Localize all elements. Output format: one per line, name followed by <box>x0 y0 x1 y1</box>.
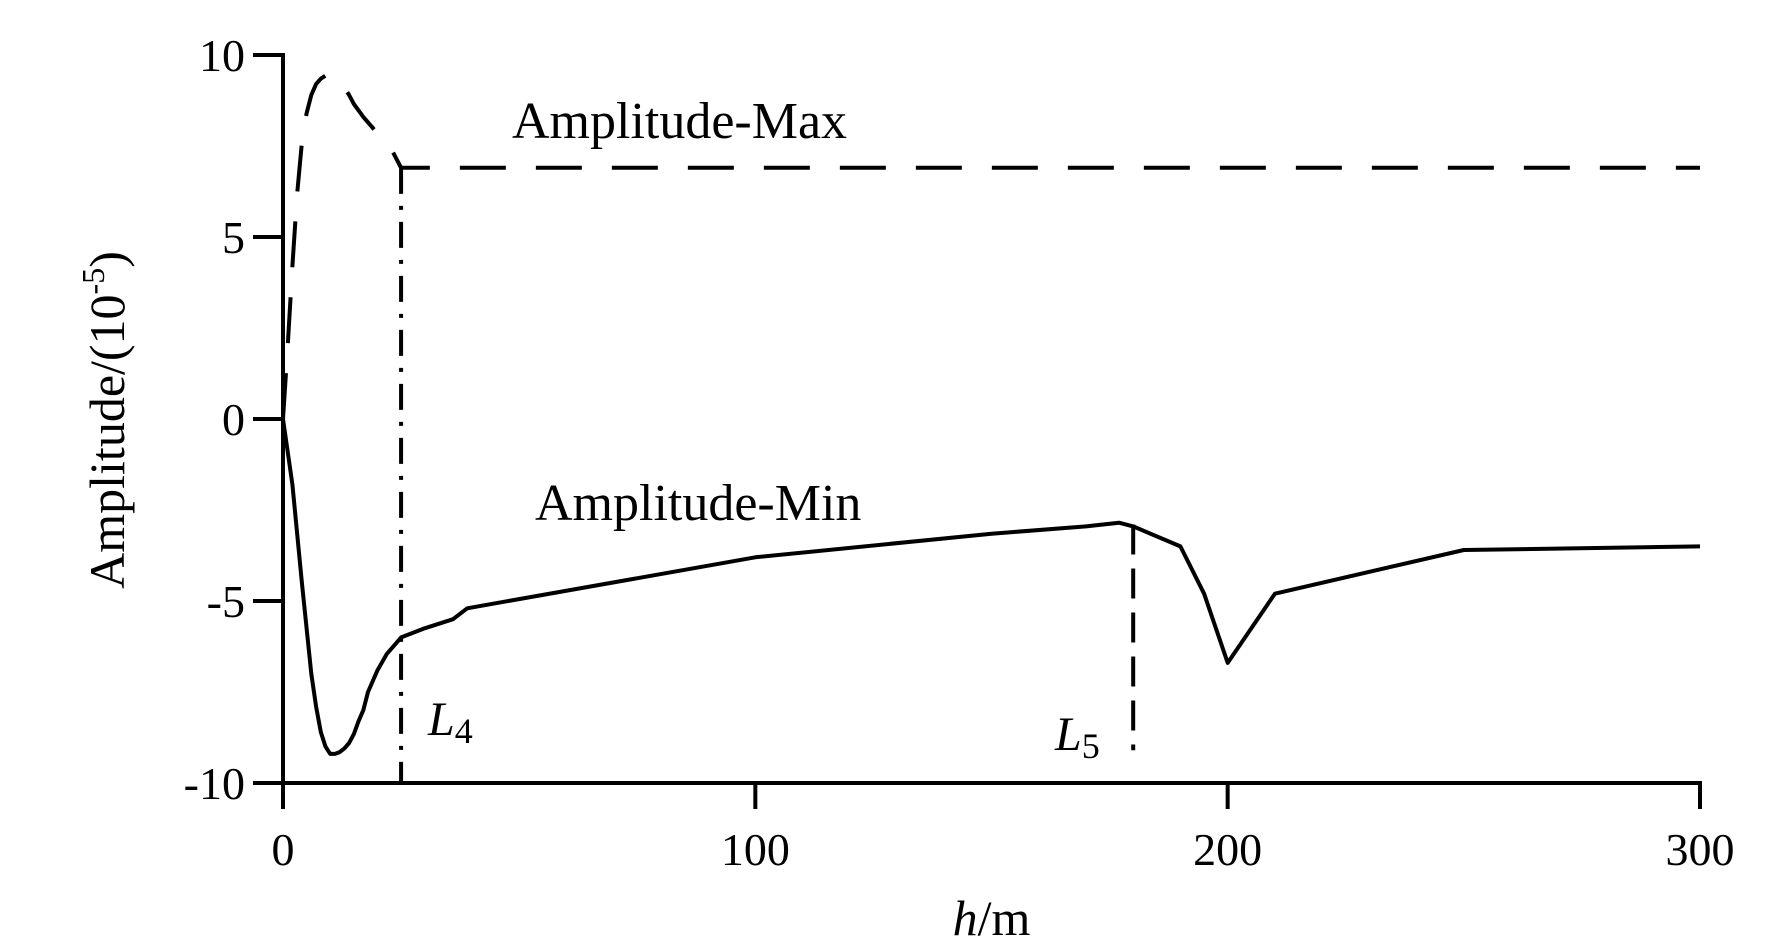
y-tick-label: -5 <box>207 576 245 627</box>
series-label-2: Amplitude-Min <box>535 475 861 532</box>
y-axis-label: Amplitude/(10-5) <box>75 251 135 589</box>
series-layer <box>281 73 1701 756</box>
marker-label-1: L4 <box>427 693 473 751</box>
ticks-layer: 10 5 0 -5 -10 0 100 200 300 <box>184 30 1735 875</box>
series-line-1 <box>281 73 1700 420</box>
x-axis-unit: /m <box>978 890 1031 946</box>
marker-layer <box>399 167 1136 783</box>
y-axis-main: Amplitude/(10 <box>79 294 135 588</box>
y-tick-label: 0 <box>222 394 245 445</box>
marker-letter: L <box>427 693 455 746</box>
x-tick-label: 0 <box>272 824 295 875</box>
series-line-2 <box>281 418 1701 756</box>
marker-subscript: 4 <box>455 711 473 751</box>
x-tick-label: 200 <box>1193 824 1262 875</box>
marker-subscript: 5 <box>1082 726 1100 766</box>
y-axis-exponent: -5 <box>75 268 111 295</box>
x-tick-label: 300 <box>1666 824 1735 875</box>
y-tick-label: -10 <box>184 758 245 809</box>
y-tick-label: 10 <box>199 30 245 81</box>
y-tick-label: 5 <box>222 212 245 263</box>
marker-label-2: L5 <box>1054 708 1100 766</box>
label-layer: h/mAmplitude/(10-5)Amplitude-MaxAmplitud… <box>75 93 1100 946</box>
x-axis-variable: h <box>953 890 978 946</box>
marker-letter: L <box>1054 708 1082 761</box>
axes-layer <box>281 53 1702 785</box>
x-tick-label: 100 <box>721 824 790 875</box>
series-label-1: Amplitude-Max <box>512 93 847 150</box>
x-axis-label: h/m <box>953 890 1031 946</box>
y-axis-close: ) <box>79 251 135 268</box>
